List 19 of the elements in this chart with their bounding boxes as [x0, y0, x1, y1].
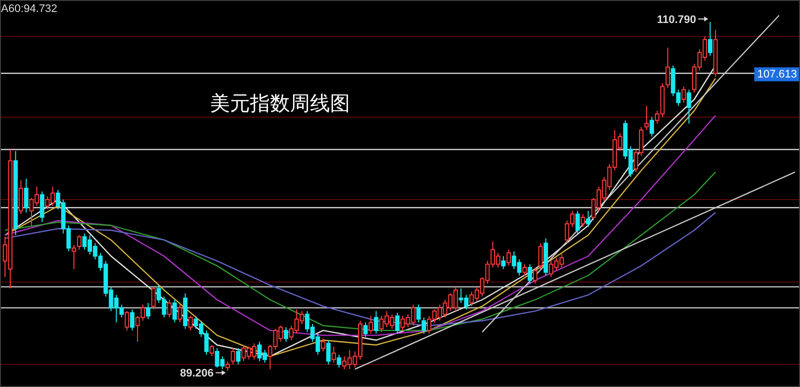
- candlestick: [506, 249, 511, 266]
- ref-line-label: 107.613: [757, 68, 797, 80]
- candlestick: [686, 89, 692, 124]
- candlestick: [172, 299, 177, 323]
- candlestick: [713, 29, 718, 78]
- annotation: 110.790: [657, 14, 696, 26]
- candlestick: [326, 340, 331, 365]
- candlestick: [24, 178, 28, 213]
- candlestick: [332, 346, 336, 364]
- candlestick: [230, 348, 236, 365]
- candlestick: [236, 348, 240, 365]
- candlestick: [416, 304, 421, 323]
- annotation: 89.206: [180, 368, 214, 380]
- text: 美元指数周线图: [210, 92, 350, 115]
- candlestick: [320, 338, 326, 352]
- candlestick: [13, 150, 18, 236]
- annotation: A60:94.732: [1, 3, 58, 15]
- candlestick: [178, 304, 182, 323]
- candlestick: [284, 326, 288, 342]
